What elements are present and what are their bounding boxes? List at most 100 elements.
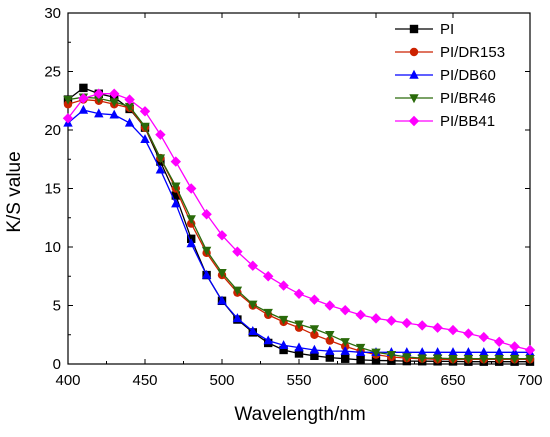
x-tick-label: 400 bbox=[55, 372, 80, 389]
legend-item: PI/DR153 bbox=[395, 44, 505, 61]
data-point bbox=[479, 355, 489, 364]
legend-label: PI/BR46 bbox=[440, 90, 496, 107]
legend-item: PI/BR46 bbox=[395, 90, 496, 107]
data-point bbox=[340, 304, 351, 316]
data-point bbox=[386, 315, 397, 326]
x-tick-label: 550 bbox=[286, 372, 311, 389]
data-point bbox=[124, 94, 135, 105]
data-point bbox=[248, 300, 258, 310]
data-point bbox=[371, 348, 381, 358]
data-point bbox=[355, 309, 366, 321]
data-point bbox=[94, 108, 104, 118]
data-point bbox=[62, 113, 74, 124]
data-point bbox=[232, 313, 243, 323]
data-point bbox=[294, 342, 304, 352]
legend-item: PI/BB41 bbox=[395, 113, 495, 130]
data-point bbox=[447, 324, 459, 336]
legend-item: PI/DB60 bbox=[395, 67, 496, 84]
legend-marker bbox=[408, 115, 420, 127]
data-point bbox=[263, 335, 273, 345]
data-point bbox=[78, 93, 89, 104]
data-point bbox=[478, 331, 489, 343]
data-point bbox=[124, 117, 135, 127]
x-axis-title: Wavelength/nm bbox=[234, 404, 365, 425]
legend-marker bbox=[409, 69, 419, 79]
data-point bbox=[201, 209, 212, 220]
x-tick-label: 450 bbox=[132, 372, 157, 389]
data-point bbox=[310, 351, 319, 361]
y-tick-label: 25 bbox=[44, 64, 61, 81]
data-point bbox=[325, 345, 335, 355]
legend-label: PI/DB60 bbox=[440, 67, 496, 84]
series-line bbox=[67, 98, 530, 360]
x-tick-label: 650 bbox=[440, 372, 465, 389]
data-point bbox=[448, 355, 458, 364]
data-point bbox=[432, 354, 443, 364]
legend: PI PI/DR153 PI/DB60 PI/BR46 PI/BB41 bbox=[395, 21, 505, 130]
data-point bbox=[186, 215, 196, 225]
data-point bbox=[109, 109, 119, 119]
data-point bbox=[325, 353, 334, 362]
data-point bbox=[263, 271, 274, 282]
data-point bbox=[325, 336, 334, 345]
y-axis-title: K/S value bbox=[4, 151, 25, 232]
data-point bbox=[448, 347, 458, 356]
plot-frame bbox=[67, 12, 531, 365]
data-point bbox=[109, 98, 119, 108]
data-point bbox=[186, 238, 196, 248]
data-point bbox=[63, 95, 73, 105]
legend-label: PI bbox=[440, 21, 454, 38]
data-point bbox=[479, 347, 489, 356]
data-point bbox=[140, 134, 150, 144]
legend-label: PI/DR153 bbox=[440, 44, 505, 61]
data-point bbox=[278, 315, 289, 325]
data-point bbox=[432, 322, 443, 333]
data-point bbox=[278, 340, 289, 349]
legend-item: PI bbox=[395, 21, 454, 38]
data-point bbox=[155, 154, 166, 164]
data-point bbox=[232, 246, 243, 257]
data-point bbox=[402, 353, 412, 363]
legend-marker bbox=[409, 94, 419, 104]
data-point bbox=[340, 338, 350, 347]
data-point bbox=[355, 343, 366, 353]
y-tick-label: 0 bbox=[53, 356, 61, 373]
data-point bbox=[79, 83, 88, 93]
data-point bbox=[263, 308, 273, 318]
data-point bbox=[78, 104, 89, 114]
data-point bbox=[248, 326, 258, 335]
data-point bbox=[309, 325, 320, 335]
legend-marker bbox=[409, 47, 419, 57]
data-point bbox=[401, 317, 412, 329]
y-tick-label: 5 bbox=[53, 298, 61, 315]
data-point bbox=[494, 347, 504, 356]
data-point bbox=[509, 355, 520, 364]
data-point bbox=[278, 280, 289, 291]
data-point bbox=[247, 260, 258, 271]
data-point bbox=[217, 269, 227, 278]
data-point bbox=[310, 330, 319, 339]
data-point bbox=[324, 300, 335, 311]
data-point bbox=[170, 156, 181, 167]
data-point bbox=[293, 288, 305, 299]
data-point bbox=[171, 182, 181, 192]
data-point bbox=[217, 295, 227, 305]
data-point bbox=[93, 88, 104, 99]
data-point bbox=[171, 198, 181, 208]
data-point bbox=[139, 106, 151, 117]
data-point bbox=[524, 344, 536, 356]
data-point bbox=[94, 94, 104, 104]
data-point bbox=[509, 341, 520, 352]
data-point bbox=[417, 354, 427, 364]
legend-label: PI/BB41 bbox=[440, 113, 495, 130]
data-point bbox=[463, 355, 474, 364]
data-point bbox=[201, 246, 212, 256]
x-tick-label: 700 bbox=[517, 372, 542, 389]
data-point bbox=[171, 191, 180, 200]
data-point bbox=[386, 350, 397, 360]
data-point bbox=[294, 320, 304, 330]
data-point bbox=[341, 354, 350, 363]
data-point bbox=[309, 294, 320, 305]
data-point bbox=[216, 230, 228, 241]
data-point bbox=[109, 88, 120, 99]
